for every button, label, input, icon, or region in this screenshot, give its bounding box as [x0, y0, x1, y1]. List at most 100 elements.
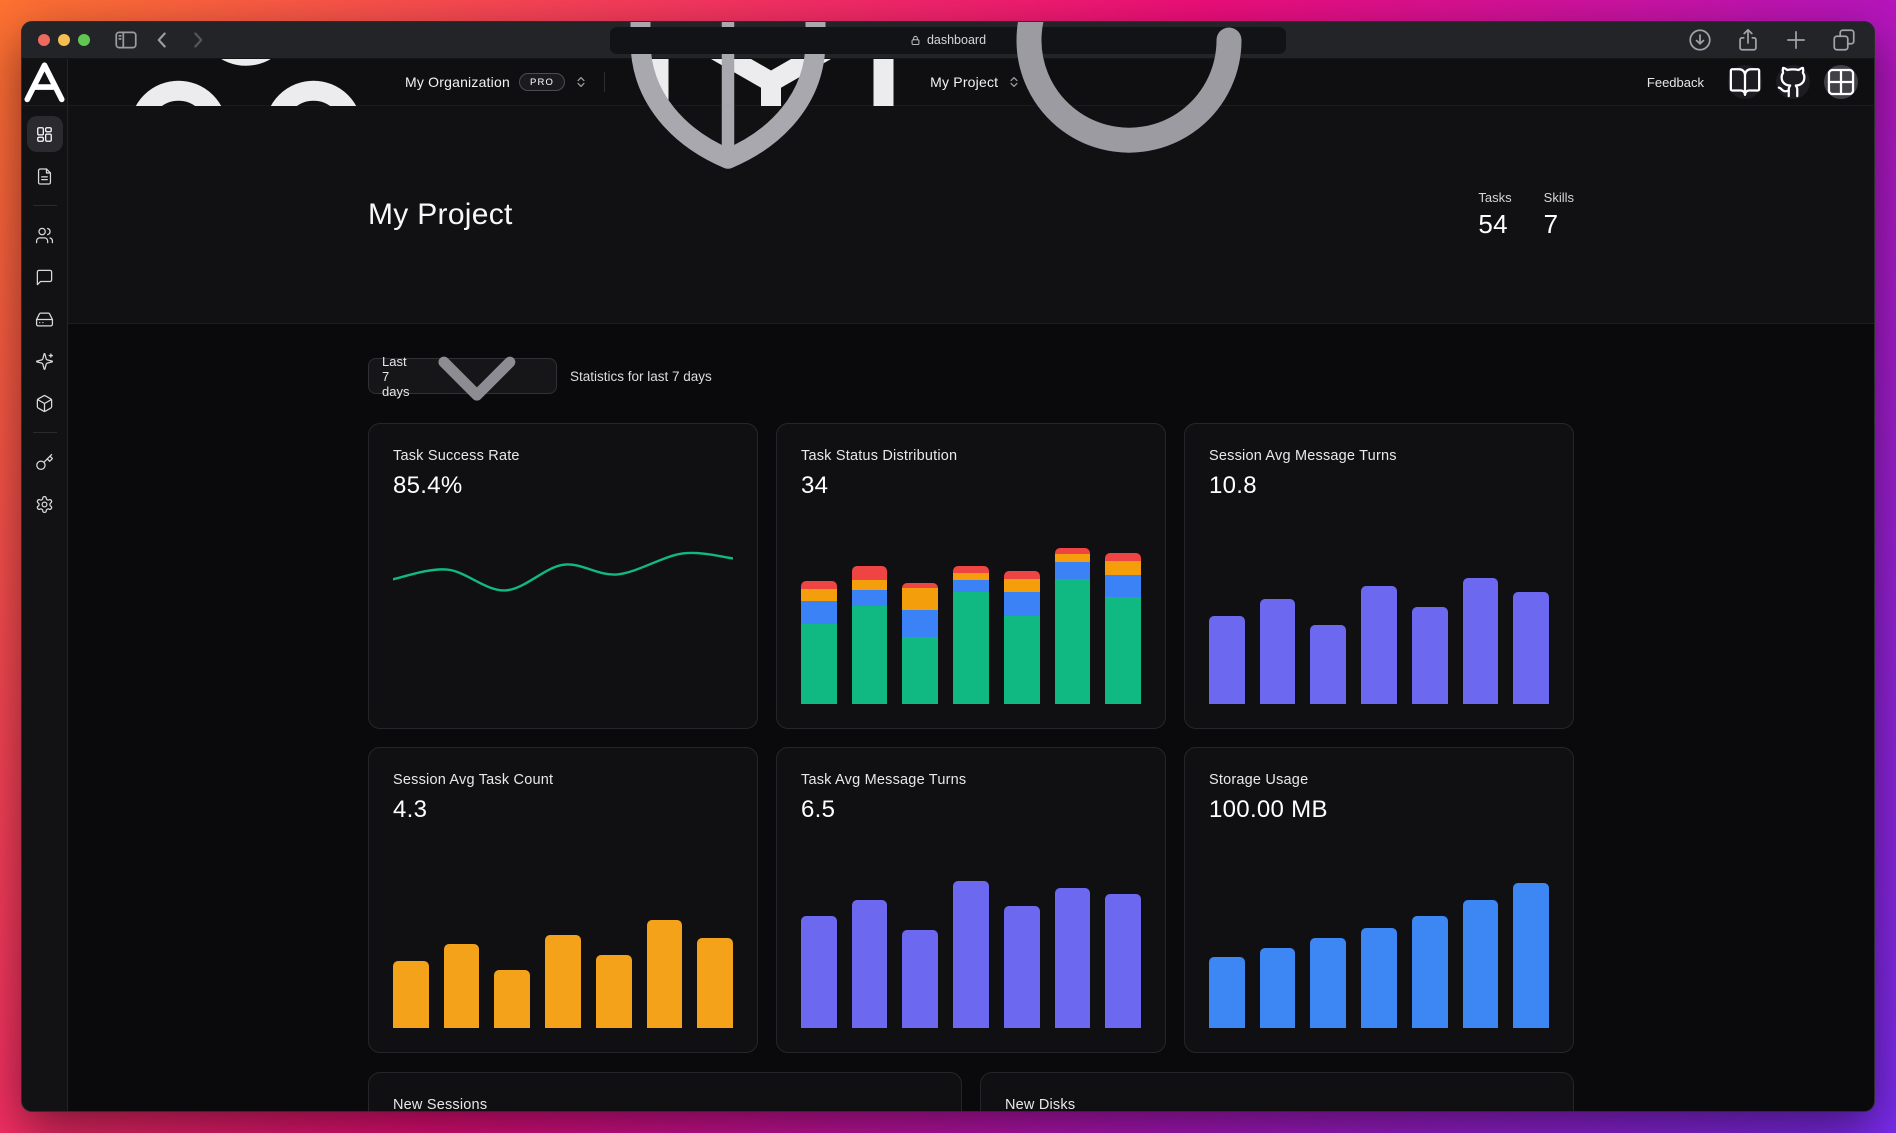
side-navigation — [22, 106, 68, 1111]
project-hero: My Project Tasks 54 Skills 7 — [68, 106, 1874, 324]
sidebar-item-message-square[interactable] — [27, 259, 63, 295]
stacked-bar — [953, 565, 989, 704]
card-value: 34 — [801, 472, 829, 499]
sidebar-item-sparkles[interactable] — [27, 343, 63, 379]
bar — [646, 920, 683, 1028]
bar — [1003, 906, 1040, 1028]
bar-segment — [801, 624, 837, 704]
reload-icon[interactable] — [979, 22, 1279, 190]
plan-badge: PRO — [518, 73, 566, 91]
bar-segment — [1105, 575, 1142, 598]
chevron-down-icon — [411, 310, 543, 442]
chevron-updown-icon — [574, 75, 588, 89]
sidebar-item-layout-dashboard[interactable] — [26, 116, 63, 152]
bar-segment — [1054, 579, 1091, 704]
bar-segment — [1003, 570, 1040, 580]
stacked-bar — [1105, 553, 1142, 704]
hero-stat-tasks: Tasks 54 — [1478, 190, 1511, 240]
main-area: My Project Tasks 54 Skills 7 Last 7 days St… — [68, 106, 1874, 1111]
sparkles-icon — [35, 352, 54, 371]
github-button[interactable] — [1776, 65, 1810, 99]
card-value: 4.3 — [393, 796, 428, 823]
bar-segment — [1054, 554, 1091, 562]
bar — [1310, 625, 1347, 704]
bar — [1513, 592, 1550, 704]
bar — [1054, 888, 1091, 1028]
sidebar-item-hard-drive[interactable] — [27, 301, 63, 337]
new-disks-card: New Disks — [980, 1072, 1574, 1111]
bar-segment — [902, 636, 939, 704]
session-avg-message-turns-card: Session Avg Message Turns 10.8 — [1184, 423, 1574, 729]
task-avg-message-turns-card: Task Avg Message Turns 6.5 — [776, 747, 1166, 1053]
bar — [953, 881, 989, 1028]
bar-segment — [851, 580, 888, 590]
card-title: Task Status Distribution — [801, 448, 958, 464]
stat-value: 54 — [1478, 208, 1508, 239]
file-text-icon — [35, 167, 54, 186]
statistics-controls: Last 7 days Statistics for last 7 days — [368, 354, 1574, 401]
card-title: Session Avg Message Turns — [1209, 448, 1397, 464]
org-switcher[interactable]: My Organization PRO — [84, 22, 600, 179]
stacked-bar — [851, 565, 888, 704]
key-icon — [35, 453, 54, 472]
task-avg-message-turns-chart — [801, 868, 1142, 1028]
new-tab-icon[interactable] — [1782, 27, 1810, 53]
card-title: Session Avg Task Count — [393, 772, 554, 788]
bar — [494, 970, 531, 1028]
sidebar-divider — [32, 432, 57, 433]
app-header: My Organization PRO My Project Feedback — [68, 22, 1874, 217]
storage-usage-chart — [1209, 868, 1550, 1028]
session-avg-task-count-card: Session Avg Task Count 4.3 — [368, 747, 758, 1053]
bar — [1259, 948, 1296, 1028]
new-sessions-card: New Sessions — [368, 1072, 962, 1111]
sidebar-item-gear[interactable] — [27, 486, 63, 522]
dashboard-view-button[interactable] — [1824, 65, 1858, 99]
date-range-select[interactable]: Last 7 days — [368, 354, 557, 401]
task-status-distribution-card: Task Status Distribution 34 — [776, 423, 1166, 729]
hard-drive-icon — [35, 310, 54, 329]
sidebar-item-users[interactable] — [27, 217, 63, 253]
bar — [1310, 938, 1347, 1028]
bar-segment — [1105, 553, 1142, 561]
sidebar-item-box[interactable] — [27, 385, 63, 421]
statistics-caption: Statistics for last 7 days — [570, 368, 712, 384]
a-logo-icon — [22, 60, 67, 105]
page-title: My Project — [368, 197, 513, 231]
sidebar-item-file-text[interactable] — [27, 158, 63, 194]
line-series — [393, 553, 733, 590]
downloads-icon[interactable] — [1686, 27, 1714, 53]
card-title: New Disks — [1005, 1097, 1076, 1111]
tab-overview-icon[interactable] — [1830, 27, 1858, 53]
maximize-window-button[interactable] — [78, 34, 90, 46]
bar — [1209, 957, 1245, 1028]
feedback-button[interactable]: Feedback — [1646, 74, 1704, 90]
bar-segment — [801, 588, 837, 602]
bar — [1462, 578, 1499, 704]
bar — [1462, 900, 1499, 1028]
hero-stats: Tasks 54 Skills 7 — [1478, 190, 1574, 240]
close-window-button[interactable] — [38, 34, 50, 46]
task-success-rate-chart — [393, 544, 733, 704]
card-title: New Sessions — [393, 1097, 488, 1111]
layout-dashboard-icon — [35, 125, 54, 144]
share-icon[interactable] — [1734, 27, 1762, 53]
back-icon[interactable] — [148, 27, 176, 53]
sidebar-item-key[interactable] — [27, 444, 63, 480]
url-text: dashboard — [926, 33, 987, 47]
docs-button[interactable] — [1728, 65, 1762, 99]
browser-sidebar-toggle-icon[interactable] — [112, 27, 140, 53]
app-logo[interactable] — [22, 59, 68, 106]
bar-segment — [851, 589, 888, 607]
org-name: My Organization — [405, 74, 510, 90]
minimize-window-button[interactable] — [58, 34, 70, 46]
bar — [1361, 586, 1397, 704]
forward-icon[interactable] — [184, 27, 212, 53]
address-bar[interactable]: dashboard — [610, 22, 1286, 153]
bar-segment — [953, 572, 989, 581]
bar-segment — [902, 609, 939, 637]
bar-segment — [851, 565, 888, 581]
card-value: 100.00 MB — [1209, 796, 1328, 823]
bar — [1105, 894, 1142, 1028]
task-status-distribution-chart — [801, 544, 1142, 704]
bar-segment — [1003, 579, 1040, 592]
